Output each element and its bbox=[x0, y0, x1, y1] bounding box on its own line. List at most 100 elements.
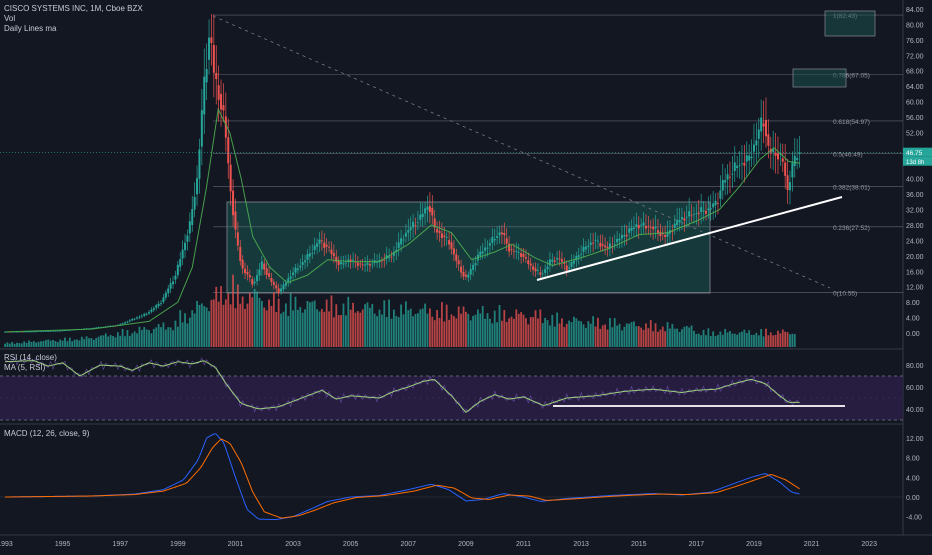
volume-bar bbox=[784, 331, 787, 347]
candle-body bbox=[265, 268, 268, 275]
volume-bar bbox=[419, 309, 422, 347]
volume-bar bbox=[779, 333, 782, 347]
candle-body bbox=[277, 288, 280, 293]
volume-bar bbox=[664, 331, 667, 347]
volume-bar bbox=[580, 321, 583, 347]
volume-bar bbox=[409, 308, 412, 347]
candle-body bbox=[529, 263, 532, 266]
candle-body bbox=[630, 227, 633, 231]
candle-body bbox=[30, 331, 33, 333]
candle-body bbox=[210, 37, 213, 43]
candle-body bbox=[522, 253, 525, 257]
candle-body bbox=[460, 266, 463, 273]
candle-body bbox=[376, 262, 379, 263]
candle-body bbox=[580, 253, 583, 255]
volume-label: Vol bbox=[4, 14, 16, 23]
candle-body bbox=[217, 85, 220, 100]
volume-bar bbox=[198, 304, 201, 347]
candle-body bbox=[316, 243, 319, 247]
time-tick-label: 2003 bbox=[285, 541, 301, 548]
candle-body bbox=[335, 256, 338, 262]
volume-bar bbox=[323, 311, 326, 347]
volume-bar bbox=[541, 323, 544, 347]
candle-body bbox=[635, 224, 638, 227]
volume-bar bbox=[253, 288, 256, 347]
candle-body bbox=[18, 331, 21, 333]
volume-bar bbox=[707, 328, 710, 347]
volume-bar bbox=[645, 323, 647, 347]
volume-bar bbox=[157, 324, 160, 347]
volume-bar bbox=[220, 286, 222, 347]
candle-body bbox=[678, 219, 681, 223]
candle-body bbox=[227, 137, 230, 164]
candle-body bbox=[215, 72, 218, 80]
volume-bar bbox=[16, 342, 18, 347]
volume-bar bbox=[210, 299, 213, 347]
candle-body bbox=[378, 259, 381, 262]
volume-bar bbox=[436, 310, 438, 347]
volume-bar bbox=[753, 334, 755, 347]
candle-body bbox=[208, 37, 211, 60]
volume-bar bbox=[625, 323, 628, 347]
volume-bar bbox=[61, 340, 64, 347]
volume-bar bbox=[347, 296, 350, 347]
volume-bar bbox=[352, 302, 354, 347]
candle-body bbox=[556, 258, 559, 260]
candle-body bbox=[313, 245, 316, 251]
volume-bar bbox=[263, 307, 266, 347]
volume-bar bbox=[268, 299, 270, 347]
volume-bar bbox=[428, 308, 431, 347]
candle-body bbox=[188, 221, 191, 234]
candle-body bbox=[44, 331, 47, 332]
candle-body bbox=[162, 297, 165, 303]
volume-bar bbox=[558, 323, 561, 347]
rsi-tick-label: 40.00 bbox=[906, 407, 924, 414]
volume-bar bbox=[392, 309, 395, 347]
symbol-title: CISCO SYSTEMS INC, 1M, Cboe BZX bbox=[4, 4, 143, 13]
volume-bar bbox=[433, 320, 436, 347]
candle-body bbox=[452, 248, 455, 255]
volume-bar bbox=[337, 315, 340, 347]
price-tick-label: 16.00 bbox=[906, 269, 924, 276]
candle-body bbox=[520, 253, 523, 257]
volume-bar bbox=[162, 322, 165, 347]
candle-body bbox=[577, 255, 580, 258]
volume-bar bbox=[767, 335, 770, 347]
candle-body bbox=[496, 236, 499, 238]
volume-bar bbox=[496, 322, 499, 347]
candle-body bbox=[548, 259, 551, 266]
target-box bbox=[792, 68, 847, 88]
candle-body bbox=[596, 240, 599, 242]
volume-bar bbox=[284, 303, 287, 347]
candle-body bbox=[244, 268, 247, 274]
volume-bar bbox=[690, 325, 693, 347]
volume-bar bbox=[486, 313, 489, 347]
volume-bar bbox=[335, 304, 338, 347]
candle-body bbox=[762, 123, 765, 127]
candle-body bbox=[503, 232, 506, 236]
volume-bar bbox=[388, 299, 390, 347]
volume-bar bbox=[371, 304, 374, 347]
candle-body bbox=[191, 209, 194, 225]
candle-body bbox=[707, 208, 710, 211]
candle-body bbox=[774, 152, 777, 157]
volume-bar bbox=[736, 334, 739, 347]
volume-bar bbox=[272, 292, 275, 347]
candle-body bbox=[32, 331, 35, 333]
candle-body bbox=[320, 240, 323, 242]
volume-bar bbox=[28, 340, 30, 347]
volume-bar bbox=[772, 335, 775, 347]
candle-body bbox=[527, 260, 530, 264]
volume-bar bbox=[152, 328, 155, 347]
volume-bar bbox=[695, 333, 698, 347]
volume-bar bbox=[325, 299, 328, 347]
candle-body bbox=[260, 261, 263, 270]
candle-body bbox=[301, 262, 304, 265]
price-tick-label: 40.00 bbox=[906, 177, 924, 184]
volume-bar bbox=[489, 318, 491, 347]
candle-body bbox=[498, 232, 501, 236]
candle-body bbox=[426, 206, 429, 210]
volume-bar bbox=[66, 341, 69, 347]
